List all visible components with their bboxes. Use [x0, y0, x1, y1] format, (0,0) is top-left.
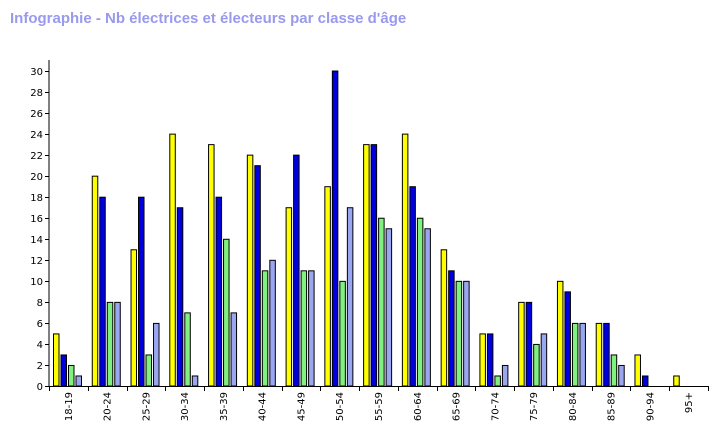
- bar: [261, 270, 269, 387]
- bar: [223, 238, 230, 387]
- bar: [215, 196, 223, 387]
- bar: [533, 343, 540, 387]
- y-tick-label: 26: [30, 109, 43, 120]
- y-tick-label: 2: [37, 361, 43, 372]
- bar: [463, 280, 470, 387]
- bar: [145, 354, 153, 387]
- bar: [138, 196, 145, 387]
- x-tick-label: 95+: [684, 392, 695, 413]
- x-tick-label: 18-19: [64, 392, 75, 421]
- chart-title: Infographie - Nb électrices et électeurs…: [10, 10, 407, 27]
- bar: [634, 354, 641, 387]
- bar: [114, 301, 121, 387]
- bar: [401, 133, 409, 387]
- y-tick-label: 14: [30, 235, 43, 246]
- bar: [246, 154, 254, 387]
- bar: [324, 186, 331, 387]
- bar: [169, 133, 176, 387]
- bar: [673, 375, 680, 387]
- bar: [363, 144, 370, 387]
- y-tick-label: 4: [37, 340, 43, 351]
- bar: [378, 217, 385, 387]
- bar: [618, 364, 625, 387]
- bar: [293, 154, 300, 387]
- bar: [370, 144, 378, 387]
- x-tick-label: 45-49: [296, 392, 307, 421]
- bar: [308, 270, 315, 387]
- x-tick-label: 60-64: [413, 392, 424, 421]
- bar: [595, 322, 603, 387]
- bar: [579, 322, 586, 387]
- bar: [300, 270, 308, 387]
- y-tick-label: 20: [30, 172, 43, 183]
- bar: [60, 354, 67, 387]
- bar: [184, 312, 191, 387]
- bar: [285, 207, 293, 387]
- y-tick-label: 28: [30, 88, 43, 99]
- bar: [191, 375, 199, 387]
- bar: [346, 207, 354, 387]
- bar: [99, 196, 106, 387]
- y-tick-label: 12: [30, 256, 43, 267]
- y-tick-label: 10: [30, 277, 43, 288]
- bar: [556, 280, 564, 387]
- y-tick-label: 16: [30, 214, 43, 225]
- bar: [385, 228, 393, 387]
- x-tick-label: 65-69: [452, 392, 463, 421]
- bar: [494, 375, 501, 387]
- x-tick-label: 40-44: [258, 392, 269, 421]
- bar: [176, 207, 184, 387]
- y-tick-label: 18: [30, 193, 43, 204]
- bar: [230, 312, 238, 387]
- bar: [409, 186, 416, 387]
- bar: [641, 375, 649, 387]
- bar: [603, 322, 610, 387]
- bar: [331, 70, 339, 387]
- bar: [525, 301, 533, 387]
- bar: [440, 249, 448, 387]
- y-tick-label: 0: [37, 382, 43, 393]
- bar: [486, 333, 494, 387]
- bar: [339, 280, 346, 387]
- x-tick-label: 55-59: [374, 392, 385, 421]
- bar: [269, 259, 276, 387]
- bar: [416, 217, 424, 387]
- x-tick-label: 20-24: [103, 392, 114, 421]
- bar: [571, 322, 579, 387]
- x-tick-label: 85-89: [607, 392, 618, 421]
- y-tick-label: 30: [30, 67, 43, 78]
- bar: [448, 270, 455, 387]
- x-tick-label: 35-39: [219, 392, 230, 421]
- x-tick-label: 50-54: [335, 392, 346, 421]
- y-tick-label: 8: [37, 298, 43, 309]
- bar: [518, 301, 525, 387]
- bar: [501, 364, 509, 387]
- bar: [106, 301, 114, 387]
- x-tick-label: 25-29: [141, 392, 152, 421]
- x-tick-label: 90-94: [645, 392, 656, 421]
- y-tick-label: 22: [30, 151, 43, 162]
- x-tick-label: 30-34: [180, 392, 191, 421]
- y-tick-label: 24: [30, 130, 43, 141]
- bar: [254, 165, 261, 387]
- bar: [53, 333, 60, 387]
- x-tick-label: 80-84: [568, 392, 579, 421]
- bar: [610, 354, 618, 387]
- bar: [68, 364, 75, 387]
- bar: [208, 144, 215, 387]
- y-tick-label: 6: [37, 319, 43, 330]
- bar: [153, 322, 160, 387]
- bar: [564, 291, 571, 387]
- bar: [540, 333, 548, 387]
- bar: [424, 228, 431, 387]
- bar: [479, 333, 486, 387]
- x-tick-label: 70-74: [490, 392, 501, 421]
- bar: [75, 375, 82, 387]
- bar: [455, 280, 463, 387]
- x-tick-label: 75-79: [529, 392, 540, 421]
- bar: [130, 249, 138, 387]
- bar: [91, 175, 99, 387]
